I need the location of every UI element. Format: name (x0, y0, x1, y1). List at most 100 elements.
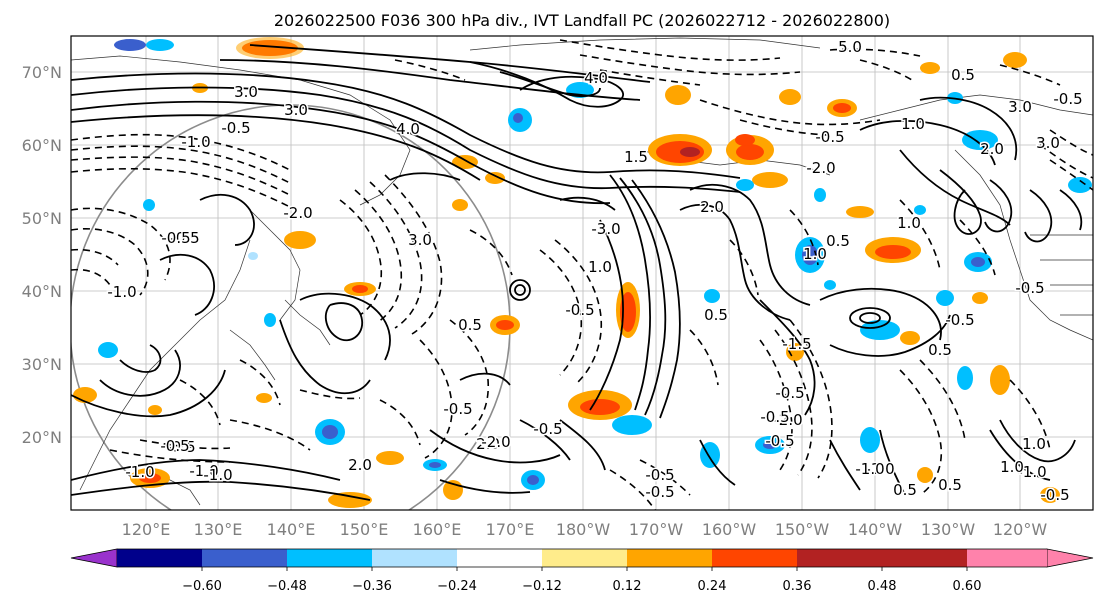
contour-label: 5.0 (838, 38, 862, 56)
contour-label: -0.5 (533, 420, 562, 438)
contour-label: 1.0 (901, 115, 925, 133)
contour-label: -1.0 (107, 283, 136, 301)
lon-label: 150°E (340, 520, 389, 539)
contour-label: -1.0 (189, 462, 218, 480)
contour-label: -0.5 (443, 400, 472, 418)
contour-label: 1.0 (803, 245, 827, 263)
contour-label: -1.0 (1017, 463, 1046, 481)
contour-label: 0.5 (705, 306, 729, 324)
contour-label: 3.0 (408, 231, 432, 249)
contour-label: -1.0 (181, 133, 210, 151)
contour-label: -0.5 (170, 229, 199, 247)
lat-label: 50°N (22, 209, 62, 228)
contour-label: 0.5 (951, 66, 975, 84)
lon-label: 170°W (629, 520, 684, 539)
contour-label: -1.0 (125, 463, 154, 481)
lon-label: 120°E (122, 520, 171, 539)
colorbar-tick-label: −0.24 (437, 579, 477, 594)
contour-label: 1.0 (897, 214, 921, 232)
contour-label: 1.5 (624, 148, 648, 166)
lon-label: 170°E (486, 520, 535, 539)
colorbar-tick-label: −0.36 (352, 579, 392, 594)
contour-label: -0.5 (645, 466, 674, 484)
contour-label: -0.5 (815, 128, 844, 146)
solid-contours (71, 44, 1083, 501)
divergence-shading-negative (98, 39, 1092, 490)
contour-label: 3.0 (1008, 98, 1032, 116)
contour-label: -2.0 (773, 411, 802, 429)
contour-label: -1.0 (855, 460, 884, 478)
colorbar-segment (287, 549, 372, 567)
lon-label: 140°W (848, 520, 903, 539)
contour-label: 0.5 (458, 316, 482, 334)
contour-label: 0.5 (826, 232, 850, 250)
contour-label: 3.0 (284, 101, 308, 119)
contour-label-layer: 3.0 3.0 4.0 5.0 4.0 0.5 2.0 -0.5 -1.0 -0… (106, 37, 1084, 506)
contour-label: 2.0 (700, 198, 724, 216)
contour-label: 0.5 (893, 481, 917, 499)
lon-label: 130°W (921, 520, 976, 539)
contour-label: -0.5 (1015, 279, 1044, 297)
longitude-labels: 120°E 130°E 140°E 150°E 160°E 170°E 180°… (122, 520, 1048, 539)
colorbar-segment (797, 549, 882, 567)
lat-label: 20°N (22, 428, 62, 447)
colorbar-segment (372, 549, 457, 567)
lat-label: 60°N (22, 136, 62, 155)
map-panel: 3.0 3.0 4.0 5.0 4.0 0.5 2.0 -0.5 -1.0 -0… (70, 35, 1094, 511)
contour-label: -1.5 (782, 335, 811, 353)
lon-label: 180°W (556, 520, 611, 539)
contour-label: -0.5 (945, 311, 974, 329)
contour-label: -0.5 (645, 483, 674, 501)
map-background (71, 36, 1093, 510)
contour-label: 3.0 (1036, 134, 1060, 152)
contour-label: 0.5 (938, 476, 962, 494)
colorbar-segment (542, 549, 627, 567)
colorbar-tick-label: −0.12 (522, 579, 562, 594)
colorbar: −0.60 −0.48 −0.36 −0.24 −0.12 0.12 0.24 … (70, 548, 1094, 594)
contour-label: 1.0 (588, 258, 612, 276)
colorbar-segment (202, 549, 287, 567)
map-frame (70, 35, 1094, 511)
colorbar-segment (457, 549, 542, 567)
contour-label: -0.5 (775, 384, 804, 402)
colorbar-segment (712, 549, 797, 567)
contour-label: -2.0 (283, 204, 312, 222)
colorbar-tick-label: −0.60 (182, 579, 222, 594)
colorbar-high-extend (1046, 548, 1094, 568)
colorbar-tick-label: 0.24 (698, 579, 727, 594)
colorbar-segment (967, 549, 1047, 567)
lon-label: 120°W (993, 520, 1048, 539)
contour-label: 4.0 (396, 120, 420, 138)
contour-label: -0.5 (1053, 90, 1082, 108)
divergence-shading-positive (73, 37, 1060, 508)
colorbar-tick-labels: −0.60 −0.48 −0.36 −0.24 −0.12 0.12 0.24 … (182, 579, 981, 594)
colorbar-tick-label: 0.36 (783, 579, 812, 594)
contour-label: -0.5 (221, 119, 250, 137)
contour-label: -0.5 (565, 301, 594, 319)
colorbar-ticks (201, 567, 968, 571)
lon-label: 130°E (194, 520, 243, 539)
colorbar-tick-label: 0.48 (868, 579, 897, 594)
lon-label: 160°W (702, 520, 757, 539)
contour-label: -0.5 (160, 437, 189, 455)
contour-label: -0.5 (161, 229, 190, 247)
dashed-contours (71, 39, 1093, 510)
lat-label: 30°N (22, 355, 62, 374)
colorbar-outline (117, 548, 1047, 568)
lon-label: 150°W (775, 520, 830, 539)
lat-label: 40°N (22, 282, 62, 301)
contour-label: 2.0 (348, 456, 372, 474)
contour-label: 0.5 (704, 306, 728, 324)
contour-label: 3.0 (234, 83, 258, 101)
lon-label: 140°E (267, 520, 316, 539)
colorbar-segment (117, 549, 202, 567)
contour-label: 1.0 (1000, 458, 1024, 476)
contour-label: -1.0 (865, 460, 894, 478)
contour-label: 4.0 (584, 69, 608, 87)
colorbar-low-extend (70, 548, 118, 568)
colorbar-tick-label: −0.48 (267, 579, 307, 594)
figure-title: 2026022500 F036 300 hPa div., IVT Landfa… (274, 11, 890, 30)
contour-label: -1.0 (203, 466, 232, 484)
contour-label: 2.0 (980, 140, 1004, 158)
